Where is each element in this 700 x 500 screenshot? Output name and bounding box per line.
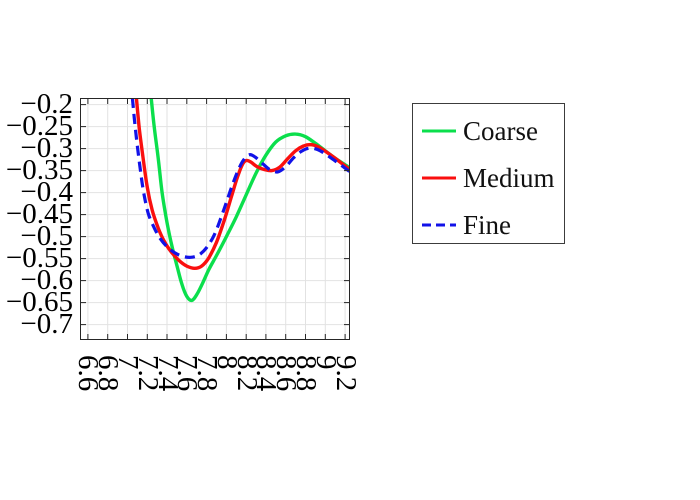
y-tick-label: −0.3: [20, 132, 73, 165]
legend-label-medium: Medium: [463, 162, 555, 193]
legend-line-sample-medium: [422, 176, 456, 180]
series-group: [130, 98, 350, 303]
y-tick-label: −0.5: [20, 220, 73, 253]
y-tick-label: −0.2: [20, 88, 73, 121]
y-tick-label: −0.7: [20, 308, 73, 341]
y-tick-label: −0.25: [5, 110, 73, 143]
axis-box: [80, 98, 350, 340]
legend-entry-fine: Fine: [421, 206, 562, 244]
y-tick-label: −0.55: [5, 242, 73, 275]
y-tick-label: −0.4: [20, 176, 73, 209]
y-tick-label: −0.35: [5, 154, 73, 187]
series-path-medium: [134, 98, 350, 271]
legend-entry-coarse: Coarse: [421, 112, 562, 150]
series-path-fine: [130, 98, 350, 259]
legend-line-sample-fine: [422, 223, 456, 227]
legend-box: Coarse Medium Fine: [412, 103, 565, 244]
legend-line-sample-coarse: [422, 129, 456, 133]
y-tick-label: −0.45: [5, 198, 73, 231]
legend-label-fine: Fine: [463, 209, 512, 240]
x-tick-label: 9.2: [329, 355, 362, 392]
plot-area: [80, 98, 350, 340]
series-path-coarse: [149, 98, 350, 303]
y-tick-label: −0.65: [5, 286, 73, 319]
y-tick-label: −0.6: [20, 264, 73, 297]
legend-entry-medium: Medium: [421, 159, 562, 197]
legend-label-coarse: Coarse: [463, 115, 538, 146]
